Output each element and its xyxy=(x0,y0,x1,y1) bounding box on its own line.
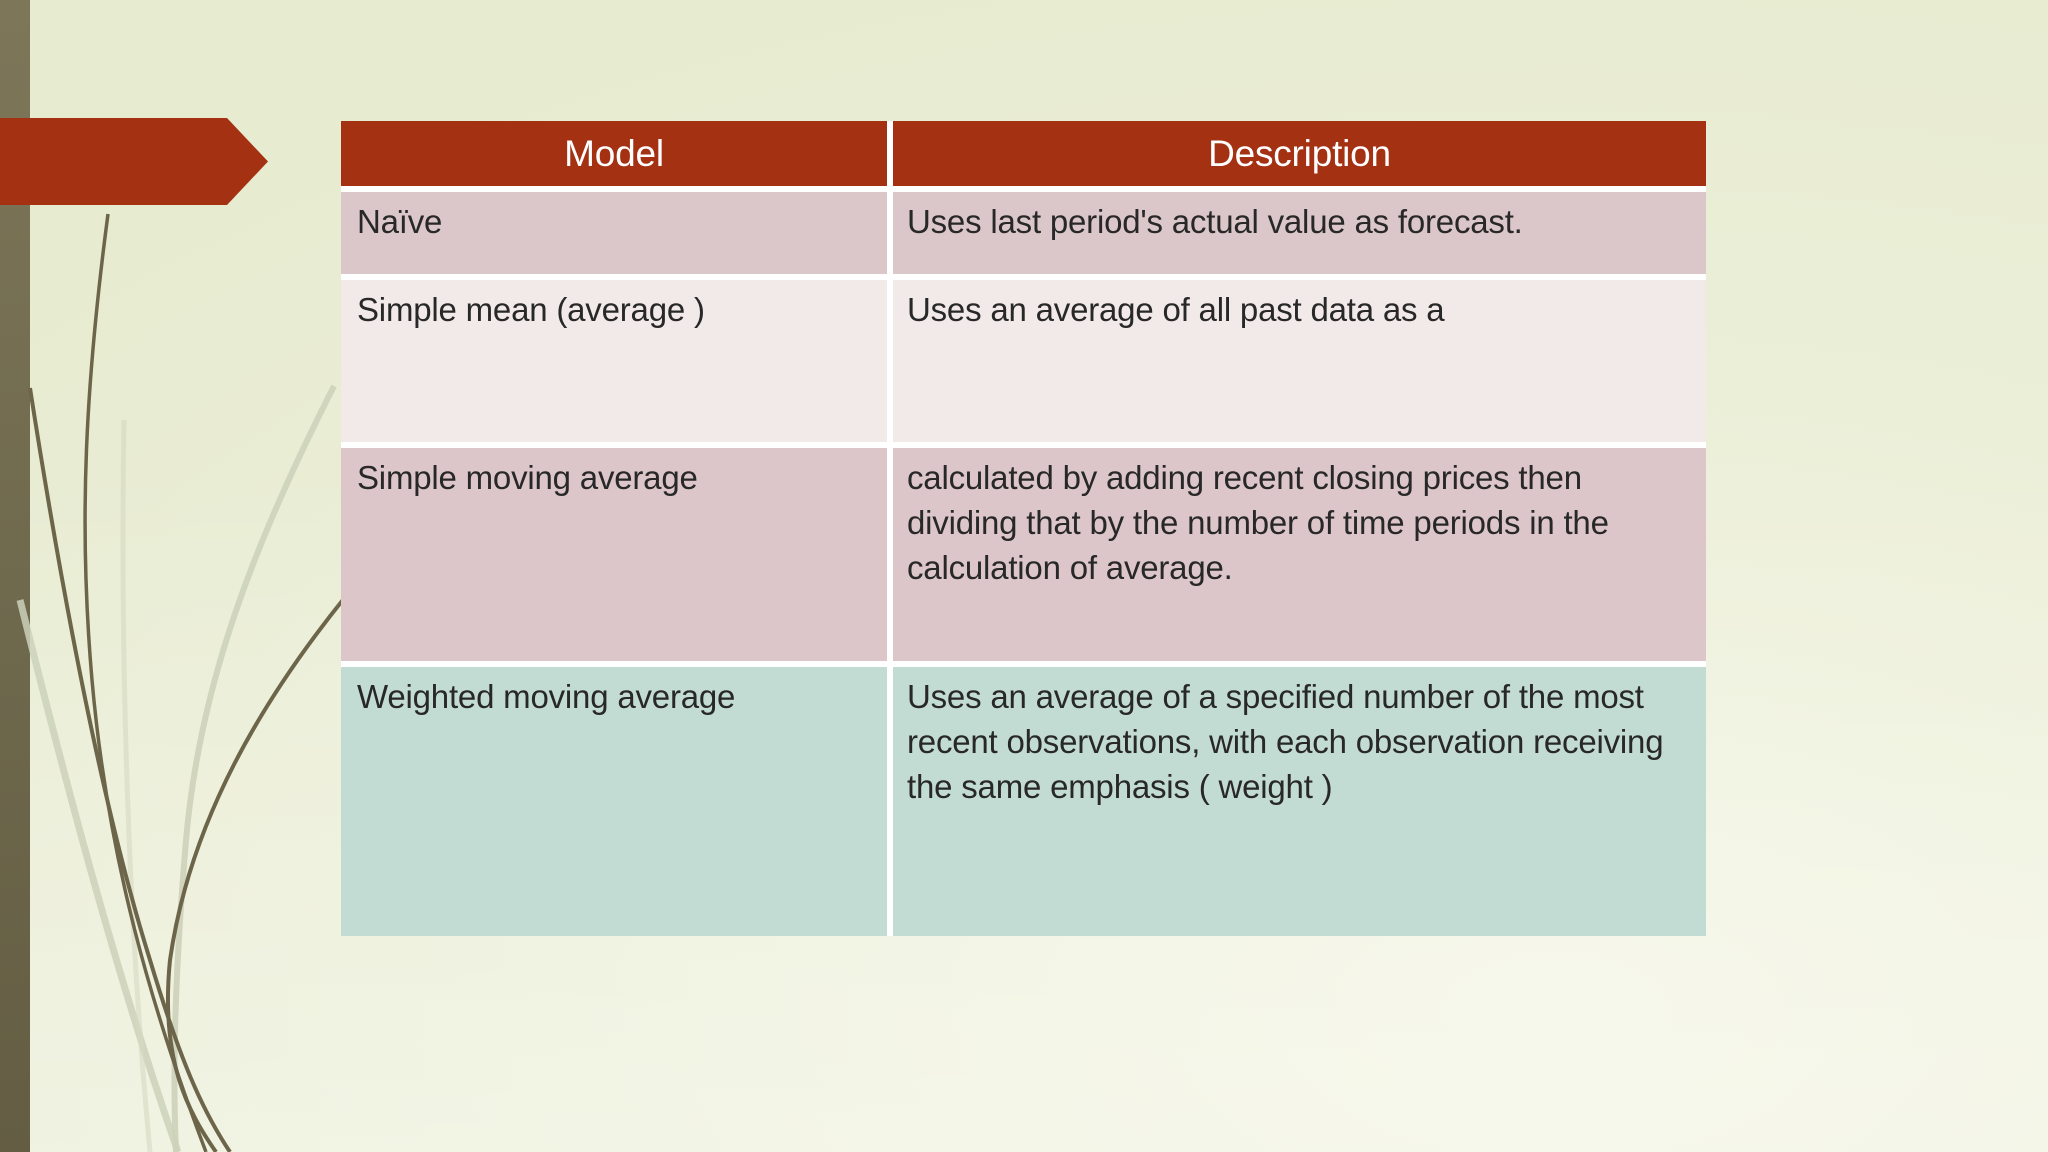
models-table: Model Description Naïve Uses last period… xyxy=(341,121,1706,936)
grass-dark-blades xyxy=(28,213,348,1152)
model-cell-simple-moving-average: Simple moving average xyxy=(341,448,887,661)
red-arrow-shape xyxy=(0,118,268,205)
description-cell-simple-mean: Uses an average of all past data as a xyxy=(893,280,1706,442)
description-cell-simple-moving-average: calculated by adding recent closing pric… xyxy=(893,448,1706,661)
grass-light-blades xyxy=(16,384,337,1152)
model-cell-naive: Naïve xyxy=(341,192,887,274)
header-cell-description: Description xyxy=(893,121,1706,186)
description-cell-weighted-moving-average: Uses an average of a specified number of… xyxy=(893,667,1706,936)
model-cell-weighted-moving-average: Weighted moving average xyxy=(341,667,887,936)
grass-decoration xyxy=(16,213,348,1152)
model-cell-simple-mean: Simple mean (average ) xyxy=(341,280,887,442)
description-cell-naive: Uses last period's actual value as forec… xyxy=(893,192,1706,274)
header-cell-model: Model xyxy=(341,121,887,186)
